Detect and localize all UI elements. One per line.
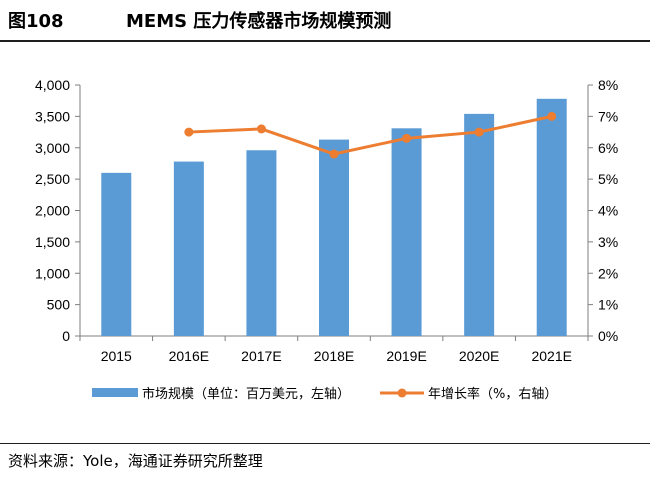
bar xyxy=(173,161,204,336)
figure-header: 图108 MEMS 压力传感器市场规模预测 xyxy=(0,0,650,40)
x-tick-label: 2021E xyxy=(531,348,571,364)
bar xyxy=(246,150,277,336)
bar xyxy=(464,113,495,337)
growth-point xyxy=(256,124,266,134)
right-tick-label: 4% xyxy=(598,203,618,219)
left-tick-label: 500 xyxy=(47,297,71,313)
right-tick-label: 2% xyxy=(598,265,618,281)
left-tick-label: 0 xyxy=(62,328,70,344)
figure-title: MEMS 压力传感器市场规模预测 xyxy=(126,11,392,32)
growth-point xyxy=(329,149,339,159)
x-axis-labels: 2015 2016E 2017E 2018E 2019E 2020E 2021E xyxy=(101,348,572,364)
growth-point xyxy=(474,127,484,137)
bar xyxy=(101,172,132,336)
right-tick-label: 5% xyxy=(598,171,618,187)
chart: 0 500 1,000 1,500 2,000 2,500 3,000 3,500 4,000 0… xyxy=(35,77,618,402)
left-tick-label: 1,000 xyxy=(35,265,70,281)
x-tick-label: 2015 xyxy=(101,348,132,364)
left-tick-label: 1,500 xyxy=(35,234,70,250)
axes: 0 500 1,000 1,500 2,000 2,500 3,000 3,500 4,000 0… xyxy=(35,77,618,344)
legend: 市场规模（单位：百万美元，左轴） 年增长率（%，右轴） xyxy=(92,386,557,402)
x-tick-label: 2018E xyxy=(314,348,354,364)
left-tick-label: 2,500 xyxy=(35,171,70,187)
left-tick-label: 3,000 xyxy=(35,140,70,156)
right-tick-label: 3% xyxy=(598,234,618,250)
left-tick-label: 3,500 xyxy=(35,108,70,124)
x-tick-label: 2019E xyxy=(386,348,426,364)
source-note: 资料来源：Yole，海通证券研究所整理 xyxy=(8,452,263,470)
bar xyxy=(319,139,349,336)
bar-series xyxy=(101,98,567,337)
legend-line-label: 年增长率（%，右轴） xyxy=(428,386,557,402)
top-divider xyxy=(0,40,650,42)
bar xyxy=(391,128,422,336)
growth-line xyxy=(188,114,553,156)
legend-bar-label: 市场规模（单位：百万美元，左轴） xyxy=(142,386,350,402)
right-tick-label: 1% xyxy=(598,297,618,313)
growth-point xyxy=(402,133,412,143)
bottom-divider xyxy=(0,443,650,444)
line-series xyxy=(184,111,557,159)
right-tick-label: 6% xyxy=(598,140,618,156)
legend-bar-swatch xyxy=(92,388,138,397)
x-tick-label: 2020E xyxy=(459,348,499,364)
right-tick-label: 7% xyxy=(598,108,618,124)
figure-number: 图108 xyxy=(8,11,64,32)
left-tick-label: 4,000 xyxy=(35,77,70,93)
right-tick-label: 0% xyxy=(598,328,618,344)
legend-line-marker xyxy=(397,388,407,398)
left-tick-label: 2,000 xyxy=(35,203,70,219)
x-tick-label: 2017E xyxy=(241,348,281,364)
growth-point xyxy=(184,127,194,137)
growth-point xyxy=(547,111,557,121)
bar xyxy=(536,98,567,337)
x-tick-label: 2016E xyxy=(169,348,209,364)
right-tick-label: 8% xyxy=(598,77,618,93)
